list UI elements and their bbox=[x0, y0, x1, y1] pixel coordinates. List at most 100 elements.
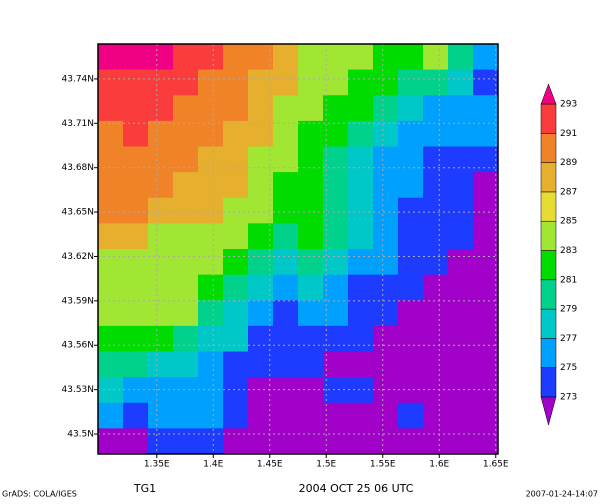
chart-title: 2004 OCT 25 06 UTC bbox=[299, 482, 414, 495]
cell bbox=[123, 44, 149, 71]
colorbar-segment bbox=[540, 279, 557, 310]
colorbar-segment bbox=[540, 103, 557, 134]
cell bbox=[398, 351, 424, 378]
y-tick-label: 43.74N bbox=[62, 74, 95, 84]
colorbar-label: 275 bbox=[560, 363, 577, 373]
cell bbox=[298, 95, 324, 122]
cell bbox=[398, 197, 424, 224]
cell bbox=[98, 402, 124, 429]
y-tick-label: 43.5N bbox=[67, 430, 94, 440]
cell bbox=[348, 377, 374, 404]
cell bbox=[348, 351, 374, 378]
cell bbox=[148, 377, 174, 404]
cell bbox=[173, 377, 199, 404]
cell bbox=[448, 197, 474, 224]
cell bbox=[473, 402, 499, 429]
cell bbox=[423, 95, 449, 122]
cell bbox=[348, 274, 374, 301]
cell bbox=[173, 172, 199, 199]
cell bbox=[423, 69, 449, 96]
cell bbox=[348, 120, 374, 147]
cell bbox=[173, 300, 199, 327]
colorbar-label: 285 bbox=[560, 217, 577, 227]
cell bbox=[173, 197, 199, 224]
cell bbox=[223, 197, 249, 224]
cell bbox=[248, 95, 274, 122]
cell bbox=[298, 377, 324, 404]
cell bbox=[473, 44, 499, 71]
cell bbox=[248, 172, 274, 199]
cell bbox=[198, 249, 224, 276]
cell bbox=[123, 197, 149, 224]
cell bbox=[423, 197, 449, 224]
credit: GrADS: COLA/IGES bbox=[2, 490, 77, 499]
cell bbox=[473, 300, 499, 327]
cell bbox=[198, 351, 224, 378]
cell bbox=[348, 428, 374, 455]
cell bbox=[123, 223, 149, 250]
cell bbox=[248, 300, 274, 327]
cell bbox=[298, 402, 324, 429]
cell bbox=[223, 325, 249, 352]
cell bbox=[273, 172, 299, 199]
cell bbox=[448, 351, 474, 378]
cell bbox=[173, 69, 199, 96]
cell bbox=[348, 249, 374, 276]
cell bbox=[473, 69, 499, 96]
cell bbox=[148, 300, 174, 327]
cell bbox=[298, 44, 324, 71]
cell bbox=[423, 44, 449, 71]
cell bbox=[98, 146, 124, 173]
cell bbox=[398, 95, 424, 122]
cell bbox=[348, 223, 374, 250]
cell bbox=[298, 223, 324, 250]
cell bbox=[398, 300, 424, 327]
cell bbox=[373, 120, 399, 147]
cell bbox=[298, 120, 324, 147]
cell bbox=[323, 146, 349, 173]
cell bbox=[448, 249, 474, 276]
cell bbox=[298, 274, 324, 301]
cell bbox=[273, 377, 299, 404]
cell bbox=[148, 325, 174, 352]
cell bbox=[248, 223, 274, 250]
cell bbox=[373, 402, 399, 429]
cell bbox=[148, 249, 174, 276]
cell bbox=[423, 325, 449, 352]
cell bbox=[473, 95, 499, 122]
colorbar-segment bbox=[540, 308, 557, 339]
cell bbox=[298, 197, 324, 224]
cell bbox=[373, 172, 399, 199]
cell bbox=[398, 223, 424, 250]
colorbar-label: 273 bbox=[560, 393, 577, 403]
cell bbox=[448, 402, 474, 429]
cell bbox=[448, 44, 474, 71]
cell bbox=[198, 300, 224, 327]
cell bbox=[398, 249, 424, 276]
cell bbox=[223, 95, 249, 122]
cell bbox=[273, 249, 299, 276]
cell bbox=[173, 402, 199, 429]
cell bbox=[148, 95, 174, 122]
cell bbox=[273, 223, 299, 250]
cell bbox=[448, 146, 474, 173]
cell bbox=[248, 197, 274, 224]
cell bbox=[298, 146, 324, 173]
cell bbox=[198, 95, 224, 122]
cell bbox=[98, 197, 124, 224]
cell bbox=[223, 428, 249, 455]
cell bbox=[248, 44, 274, 71]
cell bbox=[223, 274, 249, 301]
x-tick-label: 1.65E bbox=[483, 460, 509, 470]
cell bbox=[148, 44, 174, 71]
cell bbox=[148, 274, 174, 301]
cell bbox=[273, 351, 299, 378]
cell bbox=[348, 300, 374, 327]
cell bbox=[448, 377, 474, 404]
colorbar-label: 291 bbox=[560, 129, 577, 139]
cell bbox=[173, 274, 199, 301]
cell bbox=[473, 377, 499, 404]
cell bbox=[123, 146, 149, 173]
cell bbox=[273, 300, 299, 327]
cell bbox=[98, 223, 124, 250]
